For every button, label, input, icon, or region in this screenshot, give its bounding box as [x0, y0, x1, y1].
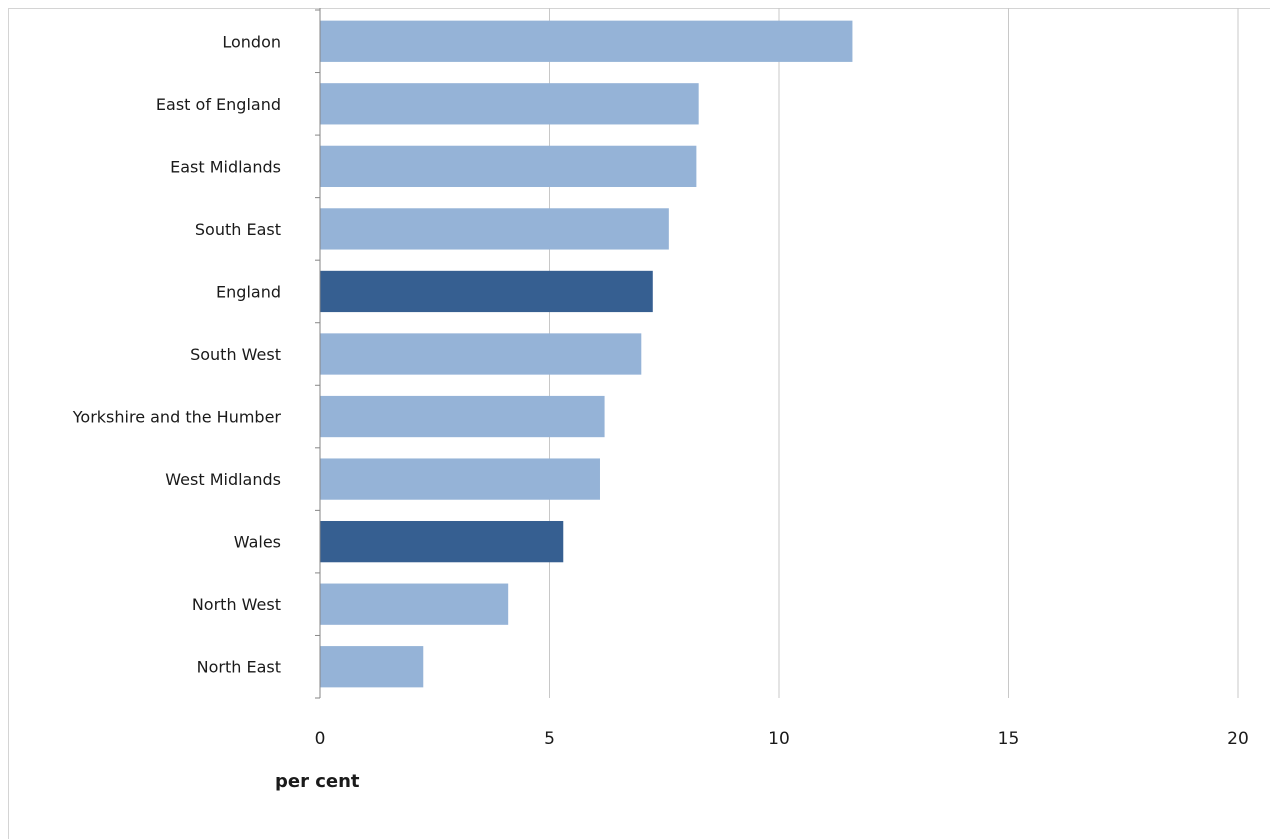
bar	[320, 270, 653, 313]
category-label: North West	[192, 595, 281, 614]
bar	[320, 20, 853, 62]
bar	[320, 646, 424, 688]
x-tick-label: 0	[315, 729, 326, 749]
category-label: South West	[190, 345, 281, 364]
x-axis-title: per cent	[275, 771, 360, 792]
x-tick-label: 10	[768, 729, 790, 749]
bar	[320, 520, 564, 563]
bar	[320, 458, 600, 500]
category-label: England	[216, 282, 281, 301]
x-tick-label: 5	[544, 729, 555, 749]
bar	[320, 83, 699, 125]
bar	[320, 333, 642, 375]
bar	[320, 208, 669, 250]
category-label: South East	[195, 220, 281, 239]
category-label: Wales	[234, 533, 281, 552]
category-label: Yorkshire and the Humber	[72, 408, 282, 427]
chart-frame	[8, 8, 1270, 839]
x-tick-label: 20	[1227, 729, 1249, 749]
bar	[320, 583, 509, 625]
bar	[320, 395, 605, 438]
category-label: East of England	[156, 95, 281, 114]
category-label: North East	[197, 658, 281, 677]
category-label: East Midlands	[170, 157, 281, 176]
category-label: West Midlands	[165, 470, 281, 489]
category-label: London	[222, 32, 281, 51]
bar	[320, 145, 697, 188]
x-tick-label: 15	[998, 729, 1020, 749]
